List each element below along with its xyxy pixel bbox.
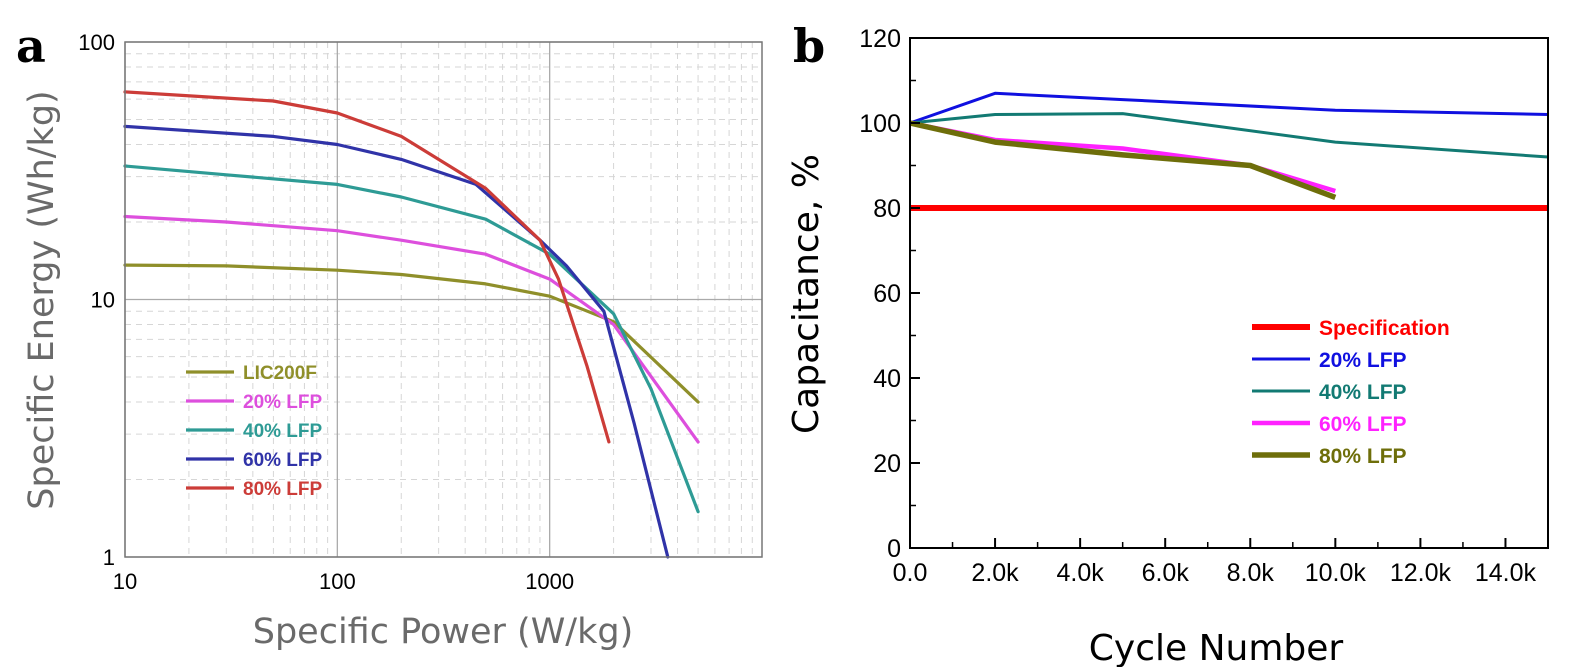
b-legend-label-20pct-lfp: 20% LFP [1319, 349, 1407, 372]
b-legend-label-60pct-lfp: 60% LFP [1319, 413, 1407, 436]
a-y-tick-label: 10 [91, 288, 115, 313]
b-y-tick-label: 80 [873, 195, 901, 223]
panel-b-chart: b 0 20 40 60 80 100 120 0.0 2.0k 4.0k 6.0k 8.0k 10.0… [786, 19, 1549, 667]
b-y-tick-label: 0 [887, 535, 901, 563]
panel-b-legend: Specification 20% LFP 40% LFP 60% LFP 80% LF… [1252, 317, 1450, 468]
panel-a-legend: LIC200F 20% LFP 40% LFP 60% LFP 80% LFP [186, 363, 323, 500]
b-legend-label-80pct-lfp: 80% LFP [1319, 445, 1407, 468]
panel-b-axes: 0 20 40 60 80 100 120 0.0 2.0k 4.0k 6.0k 8.0k 10.0k 1… [859, 25, 1549, 587]
b-legend-label-40pct-lfp: 40% LFP [1319, 381, 1407, 404]
panel-b-series [909, 91, 1549, 211]
a-legend-label-80pct-lfp: 80% LFP [243, 479, 323, 500]
b-x-tick-label: 4.0k [1057, 559, 1105, 587]
panel-a-frame [124, 41, 763, 558]
panel-b-label: b [793, 19, 825, 73]
b-y-tick-label: 120 [859, 25, 901, 53]
b-x-tick-label: 0.0 [893, 559, 928, 587]
b-y-tick-label: 20 [873, 450, 901, 478]
a-series-line-40pct-lfp [123, 164, 700, 514]
a-y-tick-label: 1 [103, 545, 115, 570]
a-x-tick-label: 100 [319, 569, 356, 594]
b-x-tick-label: 6.0k [1142, 559, 1190, 587]
panel-a-xlabel: Specific Power (W/kg) [253, 612, 634, 652]
b-x-tick-label: 2.0k [971, 559, 1019, 587]
panel-a-series [123, 90, 700, 559]
b-y-tick-label: 60 [873, 280, 901, 308]
b-series-line-80pct-lfp [909, 120, 1337, 200]
a-series-line-20pct-lfp [123, 214, 700, 444]
b-legend-label-specification: Specification [1319, 317, 1450, 340]
a-legend-label-60pct-lfp: 60% LFP [243, 450, 323, 471]
a-y-tick-label: 100 [78, 30, 115, 55]
b-y-tick-label: 100 [859, 110, 901, 138]
b-series-line-20pct-lfp [909, 91, 1549, 125]
b-y-tick-label: 40 [873, 365, 901, 393]
b-x-tick-label: 8.0k [1227, 559, 1275, 587]
b-x-tick-label: 10.0k [1305, 559, 1367, 587]
b-x-tick-label: 12.0k [1390, 559, 1452, 587]
panel-a-ylabel: Specific Energy (Wh/kg) [22, 90, 62, 509]
a-legend-label-40pct-lfp: 40% LFP [243, 421, 323, 442]
a-legend-label-20pct-lfp: 20% LFP [243, 392, 323, 413]
a-x-tick-label: 10 [113, 569, 137, 594]
b-x-tick-label: 14.0k [1475, 559, 1537, 587]
panel-b-ylabel: Capacitance, % [786, 154, 827, 434]
a-series-line-80pct-lfp [123, 90, 611, 444]
panel-a-label: a [16, 19, 46, 73]
a-x-tick-label: 1000 [525, 569, 574, 594]
panel-b-xlabel: Cycle Number [1089, 628, 1344, 667]
b-series-line-40pct-lfp [909, 112, 1549, 159]
a-legend-label-lic200f: LIC200F [243, 363, 317, 384]
a-series-line-60pct-lfp [123, 124, 670, 559]
